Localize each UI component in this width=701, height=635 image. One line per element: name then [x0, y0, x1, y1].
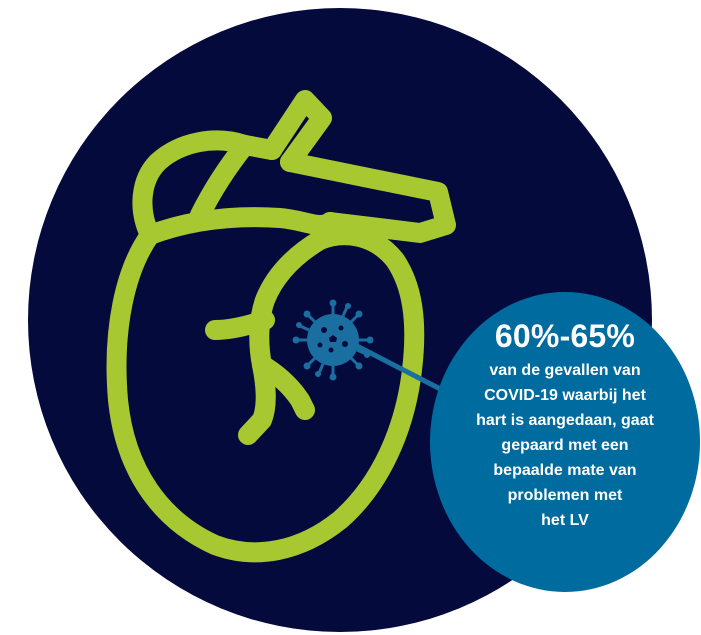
stat-percentage: 60%-65% [494, 318, 636, 354]
stat-description-line: van de gevallen van [489, 362, 641, 379]
stat-callout: 60%-65% van de gevallen van COVID-19 waa… [430, 292, 700, 592]
stat-description-line: hart is aangedaan, gaat [476, 412, 654, 429]
stat-description-line: gepaard met een [501, 437, 629, 454]
stat-description-line: COVID-19 waarbij het [484, 387, 646, 404]
virus-icon [292, 299, 374, 381]
stat-description-line: het LV [541, 512, 589, 529]
stat-description-line: bepaalde mate van [493, 462, 637, 479]
stat-description-line: problemen met [507, 487, 623, 504]
callout-connector [353, 342, 454, 398]
stat-description: van de gevallen van COVID-19 waarbij het… [430, 358, 700, 533]
heart-outline-icon [106, 90, 456, 563]
